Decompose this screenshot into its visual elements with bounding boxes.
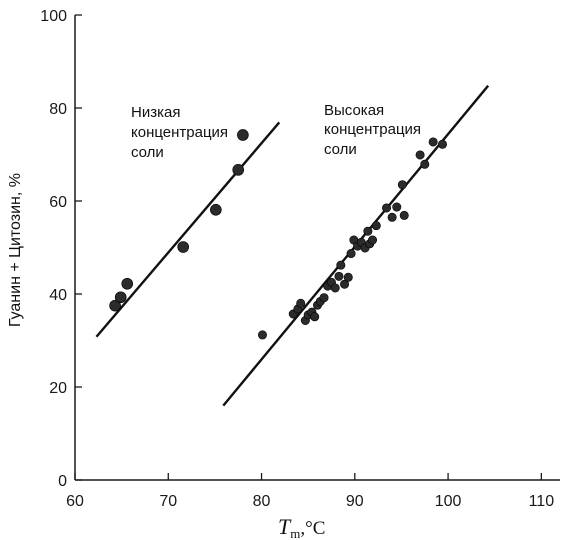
- x-axis-label-symbol: T: [278, 514, 292, 539]
- x-tick-label: 80: [253, 493, 271, 510]
- x-tick-label: 100: [435, 493, 462, 510]
- high-salt-point: [368, 235, 378, 245]
- high-salt-point: [392, 202, 402, 212]
- x-tick-label: 110: [529, 493, 555, 510]
- low-salt-label-line-1: Низкая: [131, 104, 180, 121]
- y-tick-label: 0: [58, 473, 67, 490]
- low-salt-point: [210, 204, 222, 216]
- y-axis-label: Гуанин + Цитозин, %: [7, 173, 24, 327]
- axes: [74, 15, 560, 481]
- low-salt-point: [232, 164, 245, 176]
- high-salt-point: [343, 272, 353, 282]
- low-salt-label-line-3: соли: [131, 144, 164, 161]
- high-salt-point: [371, 221, 381, 231]
- high-salt-point: [437, 139, 447, 149]
- high-salt-point: [346, 249, 356, 259]
- low-salt-point: [114, 291, 127, 304]
- high-salt-point: [382, 203, 392, 213]
- y-tick-label: 40: [49, 287, 67, 304]
- high-salt-point: [296, 298, 306, 308]
- low-salt-point: [237, 129, 249, 141]
- x-axis-label: Tm,°C: [278, 514, 325, 540]
- high-salt-point: [428, 137, 438, 147]
- high-salt-point: [399, 210, 409, 220]
- high-salt-point: [310, 312, 320, 322]
- high-salt-label-line-1: Высокая: [324, 102, 384, 119]
- high-salt-point: [387, 212, 397, 222]
- x-tick-label: 60: [66, 493, 84, 510]
- axis-ticks: 0 20 40 60 80 100 60 70 80 90 100 110: [40, 8, 554, 510]
- low-salt-label-line-2: концентрация: [131, 124, 228, 141]
- y-tick-label: 20: [49, 380, 67, 397]
- high-salt-point: [363, 226, 373, 236]
- high-salt-point: [319, 293, 329, 303]
- high-salt-label-line-2: концентрация: [324, 121, 421, 138]
- high-salt-point: [420, 159, 430, 169]
- y-tick-label: 100: [40, 8, 67, 25]
- x-axis-label-subscript: m: [290, 526, 300, 540]
- x-tick-label: 70: [159, 493, 177, 510]
- x-tick-label: 90: [346, 493, 364, 510]
- high-salt-point: [397, 180, 407, 190]
- low-salt-fit-line: [95, 121, 281, 338]
- high-salt-point: [334, 271, 344, 281]
- low-salt-point: [177, 241, 189, 253]
- high-salt-point: [340, 279, 350, 289]
- low-salt-point: [109, 299, 121, 312]
- x-axis-label-unit: ,°C: [300, 518, 325, 539]
- high-salt-point: [257, 330, 267, 340]
- y-tick-label: 60: [49, 194, 67, 211]
- high-salt-point: [336, 260, 346, 270]
- data-points: [109, 129, 447, 340]
- high-salt-point: [330, 283, 340, 293]
- high-salt-label-line-3: соли: [324, 141, 357, 158]
- low-salt-point: [121, 277, 134, 290]
- high-salt-point: [415, 150, 425, 160]
- y-tick-label: 80: [49, 101, 67, 118]
